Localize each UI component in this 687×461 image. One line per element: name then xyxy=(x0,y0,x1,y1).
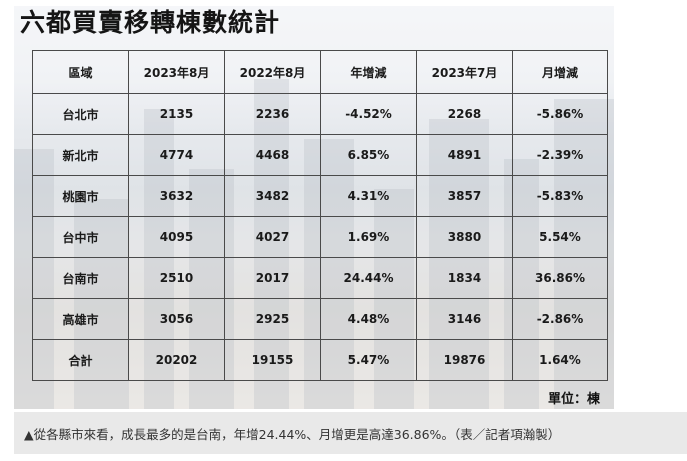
header-2022-08: 2022年8月 xyxy=(224,50,321,94)
cell-value: 6.85% xyxy=(320,134,417,176)
cell-region: 合計 xyxy=(32,339,129,381)
transfer-stats-table: 區域 2023年8月 2022年8月 年增減 2023年7月 月增減 台北市 2… xyxy=(32,50,608,381)
cell-value: 2925 xyxy=(224,298,321,340)
cell-value: 4.31% xyxy=(320,175,417,217)
unit-label: 單位：棟 xyxy=(547,392,600,407)
cell-value: 3632 xyxy=(128,175,225,217)
cell-value: 4891 xyxy=(416,134,513,176)
cell-value: 2268 xyxy=(416,93,513,135)
cell-value: -5.86% xyxy=(512,93,608,135)
cell-region: 台南市 xyxy=(32,257,129,299)
cell-value: 2135 xyxy=(128,93,225,135)
header-2023-08: 2023年8月 xyxy=(128,50,225,94)
cell-region: 新北市 xyxy=(32,134,129,176)
cell-value: 19876 xyxy=(416,339,513,381)
cell-value: 3146 xyxy=(416,298,513,340)
cell-value: 20202 xyxy=(128,339,225,381)
cell-value: 1834 xyxy=(416,257,513,299)
cell-value: 4468 xyxy=(224,134,321,176)
table-row: 台南市 2510 2017 24.44% 1834 36.86% xyxy=(32,257,608,299)
cell-value: 4027 xyxy=(224,216,321,258)
table-row: 台中市 4095 4027 1.69% 3880 5.54% xyxy=(32,216,608,258)
cell-value: 3880 xyxy=(416,216,513,258)
cell-region: 桃園市 xyxy=(32,175,129,217)
cell-value: 4095 xyxy=(128,216,225,258)
cell-value: 4.48% xyxy=(320,298,417,340)
infographic-figure: 六都買賣移轉棟數統計 區域 2023年8月 2022年8月 年增減 2023年7… xyxy=(14,6,614,409)
cell-value: 36.86% xyxy=(512,257,608,299)
cell-value: -2.86% xyxy=(512,298,608,340)
cell-value: 2236 xyxy=(224,93,321,135)
caption-bar: ▲從各縣市來看，成長最多的是台南，年增24.44%、月增更是高達36.86%。（… xyxy=(14,412,687,454)
cell-value: 2017 xyxy=(224,257,321,299)
header-mom: 月增減 xyxy=(512,50,608,94)
cell-value: 24.44% xyxy=(320,257,417,299)
cell-region: 台北市 xyxy=(32,93,129,135)
page-title: 六都買賣移轉棟數統計 xyxy=(20,8,281,37)
caption-text: ▲從各縣市來看，成長最多的是台南，年增24.44%、月增更是高達36.86%。（… xyxy=(24,426,561,442)
table-total-row: 合計 20202 19155 5.47% 19876 1.64% xyxy=(32,339,608,381)
cell-region: 台中市 xyxy=(32,216,129,258)
header-2023-07: 2023年7月 xyxy=(416,50,513,94)
table-row: 新北市 4774 4468 6.85% 4891 -2.39% xyxy=(32,134,608,176)
table-row: 台北市 2135 2236 -4.52% 2268 -5.86% xyxy=(32,93,608,135)
cell-value: 3482 xyxy=(224,175,321,217)
cell-value: -2.39% xyxy=(512,134,608,176)
table-row: 桃園市 3632 3482 4.31% 3857 -5.83% xyxy=(32,175,608,217)
cell-value: 2510 xyxy=(128,257,225,299)
table-header-row: 區域 2023年8月 2022年8月 年增減 2023年7月 月增減 xyxy=(32,50,608,94)
header-region: 區域 xyxy=(32,50,129,94)
cell-value: 5.54% xyxy=(512,216,608,258)
cell-value: -4.52% xyxy=(320,93,417,135)
header-yoy: 年增減 xyxy=(320,50,417,94)
cell-value: 4774 xyxy=(128,134,225,176)
cell-value: -5.83% xyxy=(512,175,608,217)
cell-value: 3857 xyxy=(416,175,513,217)
cell-value: 1.64% xyxy=(512,339,608,381)
cell-value: 19155 xyxy=(224,339,321,381)
cell-value: 3056 xyxy=(128,298,225,340)
cell-value: 5.47% xyxy=(320,339,417,381)
cell-value: 1.69% xyxy=(320,216,417,258)
table-row: 高雄市 3056 2925 4.48% 3146 -2.86% xyxy=(32,298,608,340)
cell-region: 高雄市 xyxy=(32,298,129,340)
